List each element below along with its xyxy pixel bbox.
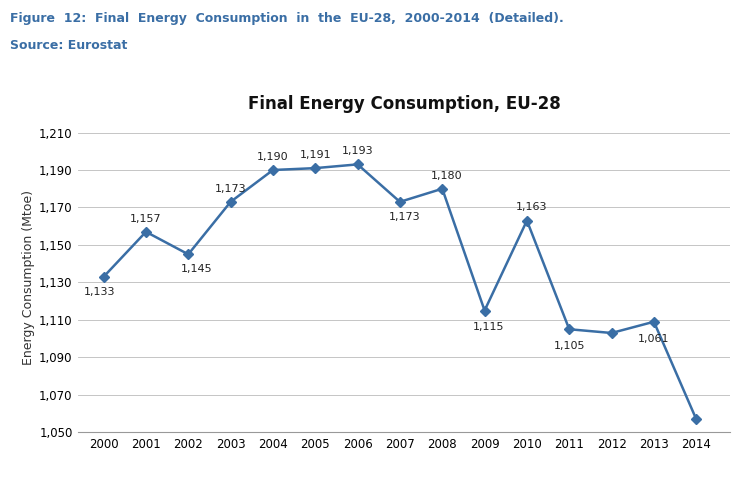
Title: Final Energy Consumption, EU-28: Final Energy Consumption, EU-28: [248, 95, 560, 114]
Y-axis label: Energy Consumption (Mtoe): Energy Consumption (Mtoe): [22, 190, 35, 365]
Text: 1,061: 1,061: [638, 334, 670, 343]
Text: 1,163: 1,163: [516, 202, 547, 213]
Text: 1,115: 1,115: [473, 322, 504, 332]
Text: Source: Eurostat: Source: Eurostat: [10, 39, 127, 52]
Text: 1,145: 1,145: [181, 264, 212, 274]
Text: 1,173: 1,173: [215, 184, 247, 194]
Text: 1,180: 1,180: [431, 170, 463, 181]
Text: 1,190: 1,190: [257, 152, 289, 162]
Text: Figure  12:  Final  Energy  Consumption  in  the  EU-28,  2000-2014  (Detailed).: Figure 12: Final Energy Consumption in t…: [10, 12, 563, 25]
Text: 1,133: 1,133: [83, 287, 115, 297]
Text: 1,105: 1,105: [554, 341, 585, 351]
Text: 1,157: 1,157: [130, 213, 162, 224]
Text: 1,191: 1,191: [299, 150, 331, 160]
Text: 1,193: 1,193: [342, 146, 373, 156]
Text: 1,173: 1,173: [388, 212, 420, 222]
